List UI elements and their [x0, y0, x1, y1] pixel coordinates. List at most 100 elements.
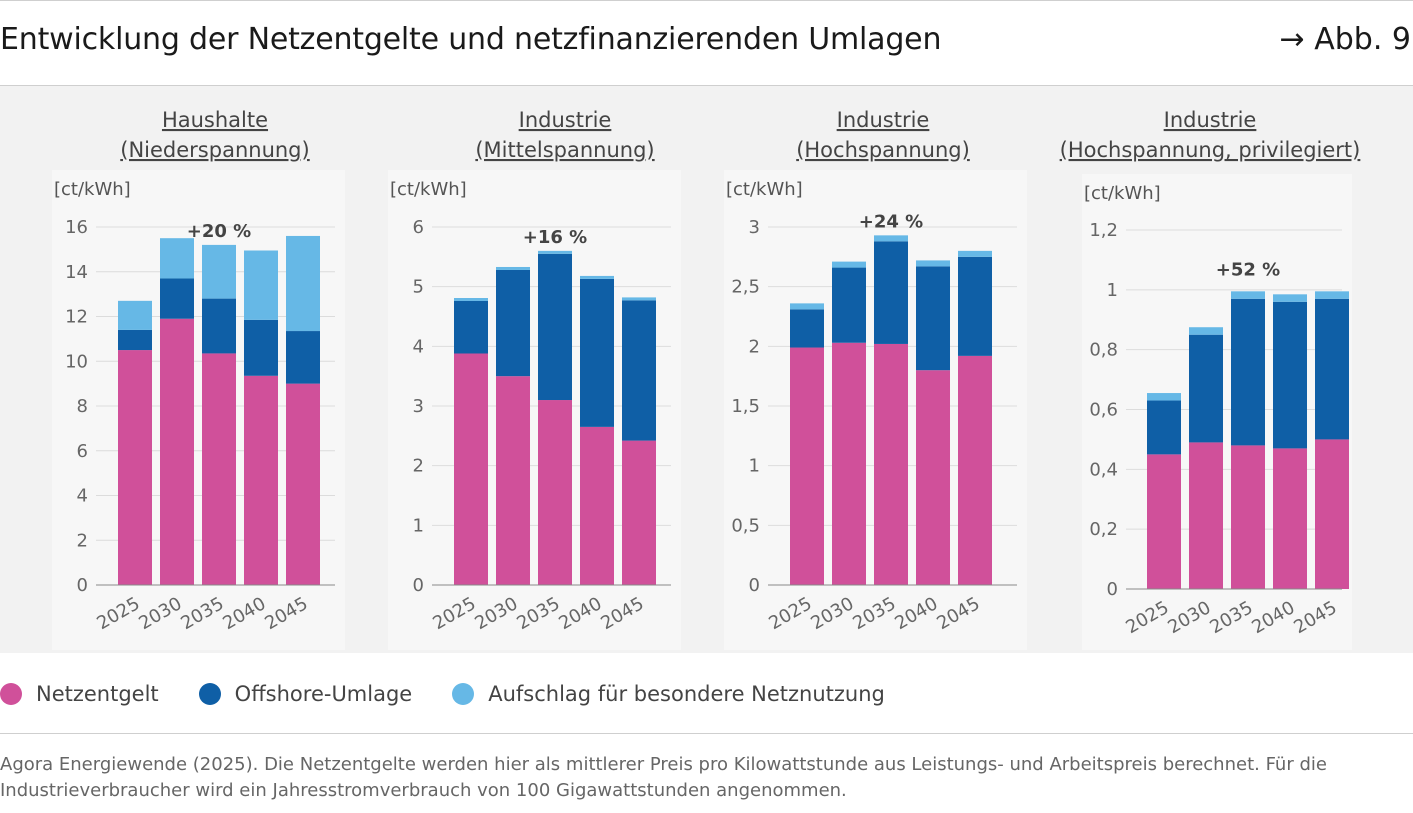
chart-2-bar-2045-aufschlag [622, 297, 656, 301]
chart-3-ytick-label-0: 0 [749, 575, 760, 596]
chart-4-bar-2030-aufschlag [1189, 327, 1223, 335]
chart-1-bar-2030-netzentgelt [160, 318, 194, 585]
chart-3-bar-2025-aufschlag [790, 303, 824, 310]
chart-1-ytick-label-1: 2 [77, 530, 88, 551]
chart-1-bar-2035-offshore [202, 298, 236, 354]
chart-3-title-line-2: (Hochspannung) [796, 138, 970, 162]
chart-2-bar-2025-netzentgelt [454, 353, 488, 585]
chart-2-bar-2035-offshore [538, 253, 572, 401]
chart-2-bar-2030-offshore [496, 269, 530, 377]
chart-3-bar-2025-netzentgelt [790, 347, 824, 585]
chart-3-bar-2045-offshore [958, 256, 992, 356]
chart-2-bar-2035-aufschlag [538, 250, 572, 254]
chart-4-ytick-label-3: 0,6 [1089, 400, 1118, 421]
chart-4-bar-2040-netzentgelt [1273, 448, 1307, 589]
legend-item-netzentgelt: Netzentgelt [0, 682, 159, 706]
chart-2-title-line-2: (Mittelspannung) [475, 138, 654, 162]
chart-2-ytick-label-2: 2 [413, 456, 424, 477]
legend-label-aufschlag: Aufschlag für besondere Netznutzung [488, 682, 885, 706]
chart-2-bar-2030-netzentgelt [496, 376, 530, 585]
chart-2-bar-2035-netzentgelt [538, 400, 572, 585]
chart-4-bar-2025-aufschlag [1147, 393, 1181, 401]
chart-1-ytick-label-7: 14 [65, 262, 88, 283]
chart-3-bar-2025-offshore [790, 309, 824, 348]
chart-3-bar-2035-aufschlag [874, 235, 908, 242]
chart-3-bar-2035-netzentgelt [874, 343, 908, 585]
chart-1-ytick-label-8: 16 [65, 217, 88, 238]
chart-3-ytick-label-4: 2 [749, 336, 760, 357]
chart-1-ytick-label-6: 12 [65, 307, 88, 328]
chart-3-ytick-label-1: 0,5 [731, 515, 760, 536]
charts-svg: Haushalte(Niederspannung)[ct/kWh]0246810… [52, 108, 1360, 650]
chart-4-title-line-1: Industrie [1164, 108, 1257, 132]
chart-3-bar-2030-netzentgelt [832, 342, 866, 585]
chart-3-bar-2030-offshore [832, 267, 866, 343]
chart-3-ytick-label-6: 3 [749, 217, 760, 238]
chart-4-bar-2025-offshore [1147, 400, 1181, 455]
chart-4-ytick-label-0: 0 [1107, 579, 1118, 600]
chart-1-bar-2040-aufschlag [244, 250, 278, 320]
chart-3-ytick-label-5: 2,5 [731, 277, 760, 298]
figure-reference: → Abb. 9 [1279, 22, 1411, 57]
chart-4-bar-2035-offshore [1231, 298, 1265, 446]
chart-3-bar-2040-offshore [916, 266, 950, 371]
chart-1-bar-2045-aufschlag [286, 235, 320, 332]
chart-1-bar-2025-aufschlag [118, 300, 152, 330]
legend-dot-aufschlag [452, 683, 475, 705]
top-rule [0, 0, 1413, 1]
chart-2-bar-2045-netzentgelt [622, 440, 656, 585]
chart-4-ytick-label-2: 0,4 [1089, 459, 1118, 480]
chart-2-title-line-1: Industrie [519, 108, 612, 132]
chart-4-bar-2030-netzentgelt [1189, 442, 1223, 589]
legend-item-offshore: Offshore-Umlage [198, 682, 412, 706]
chart-4-bar-2045-netzentgelt [1315, 439, 1349, 589]
chart-3-bar-2035-offshore [874, 241, 908, 344]
chart-4-annotation: +52 % [1216, 259, 1280, 280]
chart-3-ytick-label-2: 1 [749, 456, 760, 477]
chart-4-bar-2045-offshore [1315, 298, 1349, 440]
figure-title: Entwicklung der Netzentgelte und netzfin… [0, 22, 942, 57]
chart-4-bar-2035-aufschlag [1231, 291, 1265, 299]
chart-2-ytick-label-6: 6 [413, 217, 424, 238]
legend: Netzentgelt Offshore-Umlage Aufschlag fü… [0, 678, 925, 710]
chart-1-bar-2025-offshore [118, 329, 152, 351]
chart-2-ytick-label-1: 1 [413, 515, 424, 536]
chart-2-ytick-label-4: 4 [413, 336, 424, 357]
chart-2-ytick-label-0: 0 [413, 575, 424, 596]
footer-rule [0, 733, 1413, 734]
chart-1-ytick-label-2: 4 [77, 486, 88, 507]
chart-1-ytick-label-4: 8 [77, 396, 88, 417]
chart-1-bar-2040-netzentgelt [244, 375, 278, 585]
chart-2-bar-2025-aufschlag [454, 298, 488, 301]
chart-3-ytick-label-3: 1,5 [731, 396, 760, 417]
chart-1-bar-2045-netzentgelt [286, 383, 320, 585]
legend-item-aufschlag: Aufschlag für besondere Netznutzung [452, 682, 885, 706]
chart-1-title-line-1: Haushalte [162, 108, 268, 132]
chart-4-ytick-label-6: 1,2 [1089, 220, 1118, 241]
chart-1-bar-2025-netzentgelt [118, 350, 152, 585]
chart-3-unit-label: [ct/kWh] [726, 179, 803, 200]
source-note: Agora Energiewende (2025). Die Netzentge… [0, 754, 1327, 801]
chart-1-ytick-label-3: 6 [77, 441, 88, 462]
header-rule [0, 85, 1413, 86]
chart-2-bar-2040-netzentgelt [580, 426, 614, 585]
chart-3-annotation: +24 % [859, 211, 923, 232]
chart-4-ytick-label-4: 0,8 [1089, 340, 1118, 361]
chart-2-bar-2040-offshore [580, 278, 614, 427]
chart-1-annotation: +20 % [187, 221, 251, 242]
chart-2-ytick-label-5: 5 [413, 277, 424, 298]
legend-dot-netzentgelt [0, 683, 22, 705]
chart-2-bar-2025-offshore [454, 300, 488, 354]
chart-4-bar-2035-netzentgelt [1231, 445, 1265, 589]
chart-4-bar-2040-offshore [1273, 301, 1307, 449]
chart-4-bar-2040-aufschlag [1273, 294, 1307, 302]
chart-2-bar-2045-offshore [622, 300, 656, 441]
chart-1-ytick-label-5: 10 [65, 351, 88, 372]
chart-2-unit-label: [ct/kWh] [390, 179, 467, 200]
chart-1-bar-2040-offshore [244, 319, 278, 376]
chart-2-bar-2030-aufschlag [496, 266, 530, 270]
chart-4-unit-label: [ct/kWh] [1084, 183, 1161, 204]
chart-4-bar-2030-offshore [1189, 334, 1223, 443]
chart-4-bar-2025-netzentgelt [1147, 454, 1181, 589]
chart-2-bar-2040-aufschlag [580, 275, 614, 279]
